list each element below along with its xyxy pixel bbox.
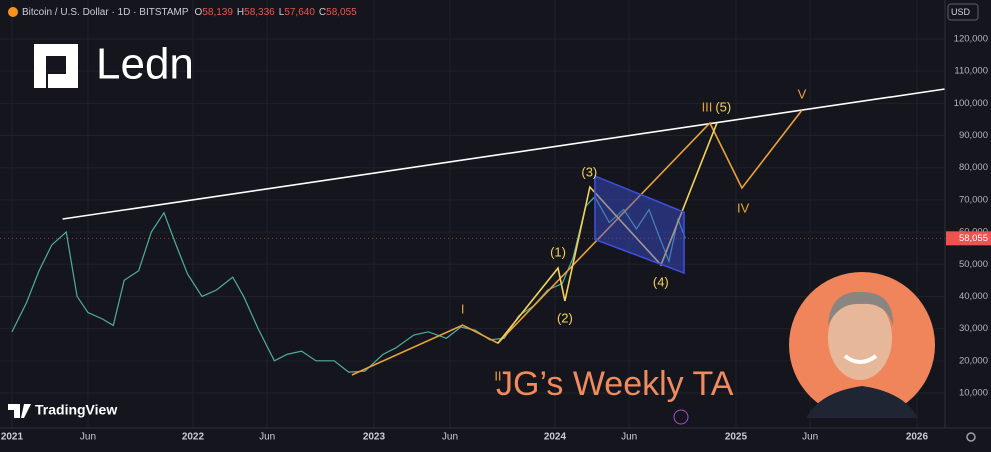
plot: III(1)(2)(3)(4)III (5)IVV — [0, 86, 946, 383]
wave-label: (5) — [715, 99, 731, 114]
smile — [843, 354, 878, 364]
sep: · — [109, 7, 118, 18]
x-tick-label: Jun — [621, 432, 637, 443]
x-tick-label: 2025 — [725, 432, 748, 443]
show-title: JG’s Weekly TA — [496, 365, 734, 403]
last-price-label: 58,055 — [959, 233, 988, 244]
hair — [828, 291, 894, 326]
drawing — [351, 109, 803, 376]
grid — [0, 0, 945, 428]
currency[interactable]: USD — [951, 7, 971, 17]
platform: TradingView — [35, 402, 117, 418]
ledn-mark — [34, 44, 78, 88]
y-tick-label: 40,000 — [959, 291, 988, 302]
y-tick-label: 80,000 — [959, 162, 988, 173]
ohlc-key: L — [279, 7, 285, 18]
x-tick-label: 2021 — [1, 432, 24, 443]
wave-label: (3) — [581, 164, 597, 179]
x-tick-label: 2023 — [363, 432, 386, 443]
drawing — [62, 88, 946, 220]
symbol: Bitcoin / U.S. Dollar — [22, 7, 109, 18]
wave-label: I — [461, 301, 465, 316]
y-tick-label: 100,000 — [954, 98, 988, 109]
face — [828, 296, 892, 380]
y-tick-label: 10,000 — [959, 388, 988, 399]
header: Bitcoin / U.S. Dollar · 1D · BITSTAMP O58… — [22, 7, 357, 18]
ohlc-value: 57,640 — [284, 7, 315, 18]
y-tick-label: 120,000 — [954, 33, 988, 44]
jacket — [806, 386, 918, 418]
wave-label: IV — [737, 200, 750, 215]
x-tick-label: Jun — [259, 432, 275, 443]
wave-label: V — [798, 86, 807, 101]
currency-box[interactable] — [947, 3, 979, 21]
wave-label: (1) — [550, 244, 566, 259]
y-tick-label: 70,000 — [959, 194, 988, 205]
y-tick-label: 20,000 — [959, 355, 988, 366]
wave-label: II — [494, 368, 501, 383]
ohlc-key: H — [237, 7, 244, 18]
y-tick-label: 110,000 — [954, 66, 988, 77]
y-tick-label: 30,000 — [959, 323, 988, 334]
x-tick-label: Jun — [442, 432, 458, 443]
x-tick-label: 2022 — [182, 432, 205, 443]
ohlc-value: 58,336 — [244, 7, 275, 18]
x-tick-label: Jun — [802, 432, 818, 443]
sep: · — [130, 7, 139, 18]
brand: Ledn — [96, 40, 194, 89]
y-tick-label: 90,000 — [959, 130, 988, 141]
y-tick-label: 50,000 — [959, 259, 988, 270]
ohlc-key: O — [195, 7, 203, 18]
wave-label: III — [702, 99, 713, 114]
x-tick-label: 2024 — [544, 432, 567, 443]
drawing — [497, 122, 718, 344]
tv-mark — [8, 404, 31, 418]
settings-icon[interactable] — [966, 432, 976, 442]
host-photo — [789, 272, 935, 418]
ohlc-value: 58,139 — [202, 7, 233, 18]
last-price-tag — [946, 231, 991, 246]
wave-label: (2) — [557, 310, 573, 325]
wave-label: (4) — [653, 274, 669, 289]
flash-icon — [673, 409, 689, 425]
ohlc-key: C — [319, 7, 326, 18]
x-tick-label: Jun — [80, 432, 96, 443]
x-tick-label: 2026 — [906, 432, 929, 443]
ledn-logo: Ledn — [34, 40, 194, 89]
ohlc-value: 58,055 — [326, 7, 357, 18]
exchange: BITSTAMP — [139, 7, 189, 18]
btc-icon — [8, 7, 18, 17]
price-line — [11, 195, 686, 373]
tradingview-logo: TradingView — [8, 402, 117, 418]
ohlc: O58,139 H58,336 L57,640 C58,055 — [195, 7, 358, 18]
interval: 1D — [118, 7, 131, 18]
drawing — [594, 174, 685, 275]
